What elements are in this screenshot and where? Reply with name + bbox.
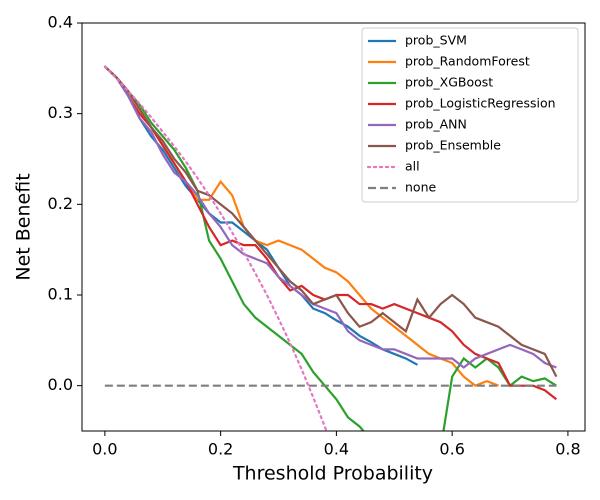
legend-label: prob_LogisticRegression (405, 96, 556, 111)
axes-frame (81, 22, 586, 432)
series-line (103, 65, 328, 431)
series-line (104, 65, 558, 378)
plot-area (103, 65, 558, 431)
y-tick-label: 0.2 (48, 194, 73, 213)
legend-label: prob_Ensemble (405, 138, 501, 153)
legend-label: all (405, 159, 420, 174)
series-line (104, 65, 557, 369)
legend-label: prob_ANN (405, 117, 467, 132)
x-tick-label: 0.0 (92, 440, 117, 459)
series-line (104, 65, 557, 431)
y-tick-label: 0.3 (48, 103, 73, 122)
y-tick-label: 0.1 (48, 285, 73, 304)
x-tick-label: 0.2 (208, 440, 233, 459)
legend-box (361, 27, 579, 203)
y-tick-label: 0.0 (48, 375, 73, 394)
y-axis-label: Net Benefit (13, 173, 35, 280)
legend-label: prob_RandomForest (405, 54, 530, 69)
y-tick-label: 0.4 (48, 13, 73, 32)
x-tick-label: 0.4 (324, 440, 349, 459)
legend-label: none (405, 180, 436, 195)
legend: prob_SVM prob_RandomForest prob_XGBoostpro… (361, 27, 579, 203)
x-tick-label: 0.6 (439, 440, 464, 459)
x-tick-label: 0.8 (555, 440, 580, 459)
legend-label: prob_SVM (405, 33, 467, 48)
legend-label: prob_XGBoost (405, 75, 493, 90)
x-axis-label: Threshold Probability (232, 463, 433, 485)
